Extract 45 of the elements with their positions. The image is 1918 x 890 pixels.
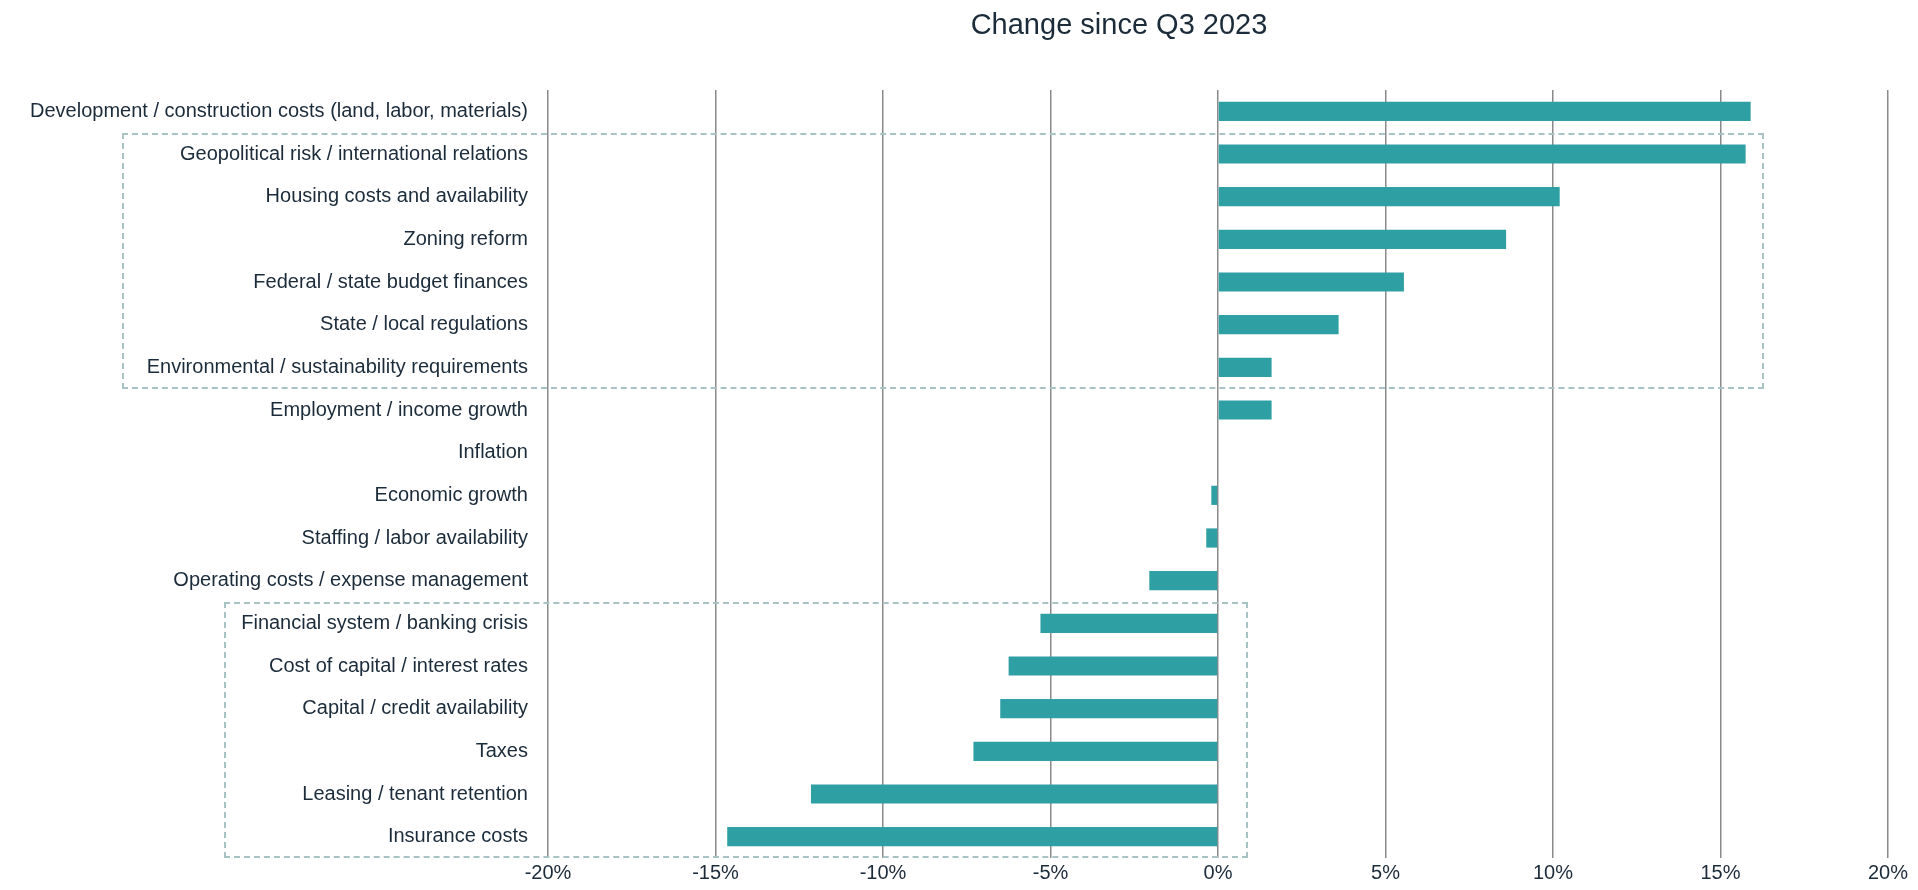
bar: [810, 784, 1218, 804]
x-tick-label: 20%: [1867, 860, 1909, 883]
y-tick-label: Leasing / tenant retention: [302, 781, 528, 804]
chart-title: Change since Q3 2023: [969, 8, 1269, 41]
bar: [1218, 272, 1404, 292]
bar: [1218, 144, 1746, 164]
bar: [727, 827, 1218, 847]
bar: [1218, 229, 1507, 249]
y-tick-label: State / local regulations: [320, 312, 528, 335]
bar: [1040, 613, 1218, 633]
bar: [1000, 699, 1218, 719]
bar: [1206, 528, 1218, 548]
y-tick-label: Financial system / banking crisis: [241, 610, 528, 633]
x-tick-label: 5%: [1371, 860, 1401, 883]
y-tick-label: Taxes: [475, 738, 528, 761]
y-tick-label: Insurance costs: [387, 824, 528, 847]
y-tick-label: Inflation: [457, 440, 528, 463]
y-tick-label: Capital / credit availability: [302, 696, 528, 719]
y-tick-label: Employment / income growth: [270, 397, 528, 420]
x-tick-label: -5%: [1032, 860, 1069, 883]
bar: [1218, 315, 1339, 335]
x-tick-label: 10%: [1532, 860, 1574, 883]
y-tick-label: Environmental / sustainability requirements: [146, 354, 528, 377]
y-tick-label: Geopolitical risk / international relations: [180, 141, 528, 164]
x-tick-label: -10%: [859, 860, 907, 883]
y-tick-label: Zoning reform: [403, 226, 528, 249]
bar: [973, 741, 1218, 761]
y-tick-label: Operating costs / expense management: [173, 568, 529, 591]
bar: [1008, 656, 1218, 676]
y-tick-label: Staffing / labor availability: [301, 525, 528, 548]
x-tick-label: -20%: [524, 860, 572, 883]
y-tick-label: Cost of capital / interest rates: [268, 653, 528, 676]
bar: [1218, 357, 1272, 377]
x-tick-label: 15%: [1700, 860, 1741, 883]
y-tick-label: Development / construction costs (land, labor, materials): [30, 98, 528, 121]
bar: [1218, 187, 1560, 207]
x-tick-label: 0%: [1203, 860, 1233, 883]
bar: [1211, 485, 1218, 505]
x-tick-label: -15%: [692, 860, 740, 883]
y-tick-label: Economic growth: [374, 482, 528, 505]
y-tick-label: Housing costs and availability: [265, 184, 528, 207]
bar: [1149, 571, 1218, 591]
y-tick-label: Federal / state budget finances: [253, 269, 528, 292]
bar: [1218, 101, 1751, 121]
bar: [1218, 400, 1272, 420]
